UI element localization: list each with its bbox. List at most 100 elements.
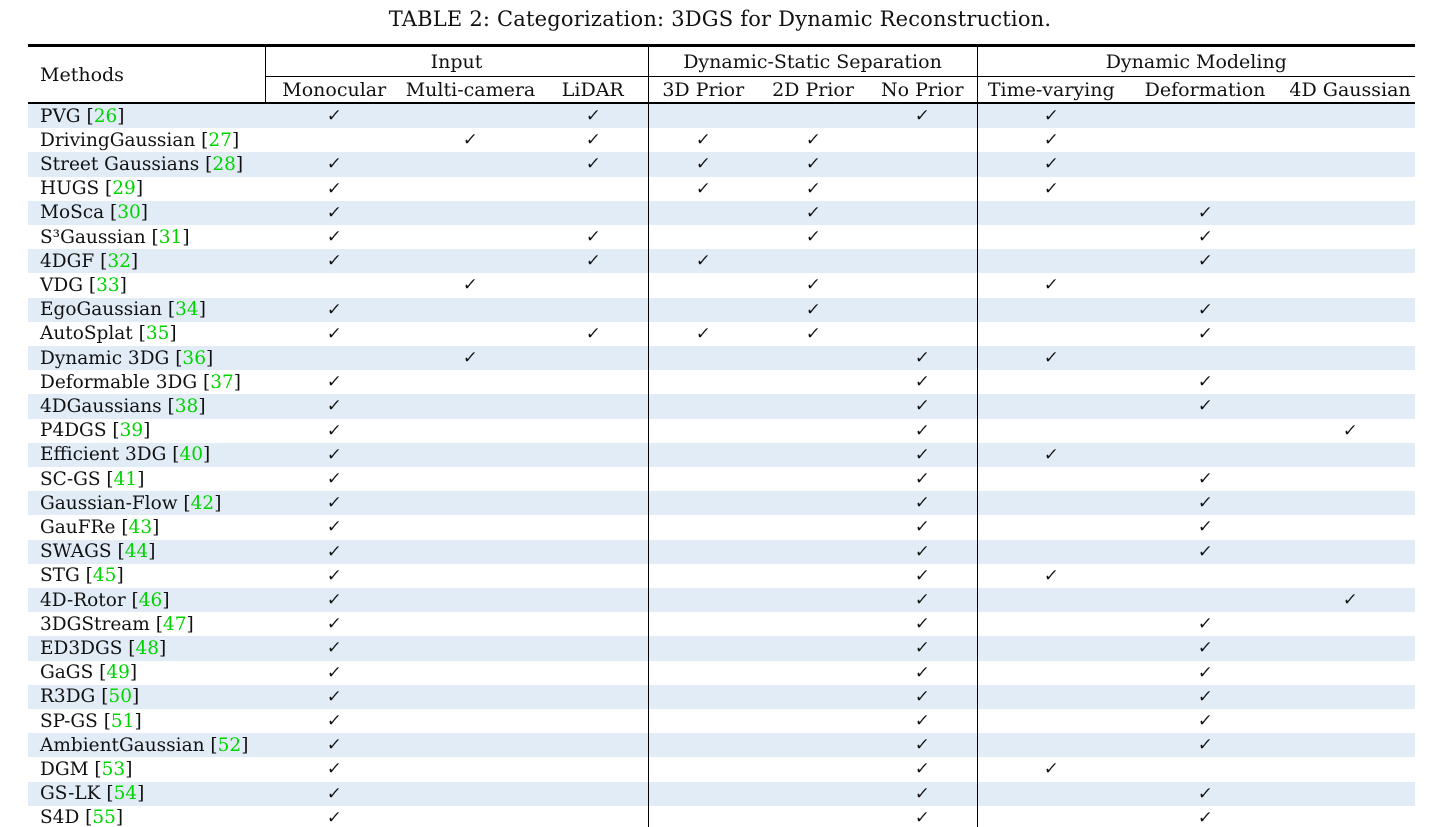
checkmark-cell: ✓ (868, 685, 977, 709)
empty-cell (403, 152, 538, 176)
empty-cell (1285, 515, 1415, 539)
checkmark-icon: ✓ (325, 420, 343, 441)
table-row: DGM [53] ✓ ✓ ✓ (28, 757, 1415, 782)
checkmark-cell: ✓ (647, 128, 758, 153)
empty-cell (403, 661, 538, 685)
checkmark-cell: ✓ (1125, 201, 1285, 225)
checkmark-icon: ✓ (914, 517, 931, 538)
empty-cell (538, 467, 648, 491)
empty-cell (976, 660, 1126, 685)
empty-cell (976, 684, 1126, 710)
col-header-4d-gaussian: 4D Gaussian (1285, 76, 1416, 104)
empty-cell (758, 661, 868, 685)
empty-cell (1285, 394, 1415, 418)
empty-cell (976, 225, 1126, 250)
empty-cell (647, 588, 758, 613)
checkmark-icon: ✓ (1196, 711, 1214, 732)
empty-cell (976, 200, 1126, 226)
checkmark-icon: ✓ (1043, 178, 1060, 199)
checkmark-icon: ✓ (914, 541, 931, 562)
empty-cell (868, 177, 977, 201)
empty-cell (758, 588, 868, 612)
empty-cell (647, 442, 758, 468)
method-name: VDG [33] (40, 274, 127, 296)
empty-cell (1285, 636, 1415, 660)
empty-cell (403, 249, 538, 273)
empty-cell (1285, 782, 1415, 806)
method-name: SWAGS [44] (40, 541, 156, 563)
empty-cell (647, 515, 758, 540)
methods-column-header: Methods (28, 45, 266, 104)
col-header-lidar: LiDAR (538, 76, 648, 104)
checkmark-icon: ✓ (584, 106, 601, 126)
empty-cell (265, 273, 403, 297)
checkmark-cell: ✓ (1285, 419, 1415, 443)
checkmark-cell: ✓ (265, 782, 403, 806)
empty-cell (403, 419, 538, 443)
checkmark-icon: ✓ (1043, 565, 1060, 586)
empty-cell (647, 563, 758, 589)
empty-cell (647, 103, 758, 129)
checkmark-icon: ✓ (914, 662, 931, 683)
citation-ref: 53 (101, 758, 126, 780)
method-name: AutoSplat [35] (40, 323, 177, 345)
checkmark-icon: ✓ (914, 469, 931, 490)
empty-cell (1285, 443, 1415, 467)
empty-cell (538, 806, 648, 827)
empty-cell (538, 298, 648, 322)
empty-cell (1285, 322, 1415, 346)
checkmark-cell: ✓ (265, 564, 403, 588)
empty-cell (538, 540, 648, 564)
checkmark-cell: ✓ (265, 298, 403, 322)
citation-ref: 30 (117, 202, 141, 224)
checkmark-icon: ✓ (914, 565, 931, 586)
method-name: Street Gaussians [28] (40, 153, 244, 175)
empty-cell (538, 612, 648, 636)
checkmark-cell: ✓ (265, 103, 403, 128)
checkmark-cell: ✓ (265, 709, 403, 733)
empty-cell (538, 394, 648, 418)
table-row: ED3DGS [48] ✓ ✓ ✓ (28, 636, 1416, 661)
empty-cell (403, 564, 538, 588)
checkmark-icon: ✓ (695, 130, 712, 151)
checkmark-cell: ✓ (868, 661, 977, 685)
checkmark-icon: ✓ (1196, 202, 1214, 223)
col-header-time-varying: Time-varying (976, 76, 1126, 104)
checkmark-icon: ✓ (584, 227, 601, 248)
method-name: Gaussian-Flow [42] (40, 492, 222, 514)
checkmark-cell: ✓ (1125, 612, 1285, 636)
table-row: P4DGS [39] ✓ ✓ ✓ (28, 418, 1415, 443)
method-name: 4D-Rotor [46] (40, 589, 170, 611)
checkmark-cell: ✓ (868, 564, 977, 588)
citation-ref: 49 (106, 662, 130, 684)
checkmark-icon: ✓ (914, 420, 931, 441)
checkmark-cell: ✓ (1125, 394, 1285, 418)
empty-cell (538, 419, 648, 443)
checkmark-cell: ✓ (265, 540, 403, 564)
checkmark-icon: ✓ (1043, 348, 1060, 369)
empty-cell (868, 249, 977, 273)
checkmark-cell: ✓ (647, 321, 758, 347)
checkmark-icon: ✓ (1043, 106, 1060, 126)
checkmark-icon: ✓ (325, 735, 343, 756)
checkmark-cell: ✓ (538, 103, 648, 128)
empty-cell (1285, 540, 1415, 564)
table-header: Methods Input Dynamic-Static Separation … (28, 45, 1416, 104)
table-row: SP-GS [51] ✓ ✓ ✓ (28, 709, 1415, 734)
checkmark-cell: ✓ (868, 612, 977, 636)
checkmark-cell: ✓ (265, 757, 403, 781)
empty-cell (1125, 346, 1285, 370)
checkmark-cell: ✓ (265, 370, 403, 394)
checkmark-icon: ✓ (804, 154, 822, 175)
checkmark-cell: ✓ (1125, 540, 1285, 564)
empty-cell (403, 177, 538, 201)
table-row: AmbientGaussian [52] ✓ ✓ ✓ (28, 733, 1416, 758)
checkmark-icon: ✓ (914, 686, 931, 707)
empty-cell (647, 612, 758, 637)
method-name: MoSca [30] (40, 202, 149, 224)
empty-cell (538, 201, 648, 225)
table-row: SWAGS [44] ✓ ✓ ✓ (28, 539, 1416, 564)
table-row: S³Gaussian [31] ✓ ✓ ✓ ✓ (28, 225, 1415, 250)
empty-cell (976, 418, 1126, 443)
empty-cell (403, 757, 538, 781)
